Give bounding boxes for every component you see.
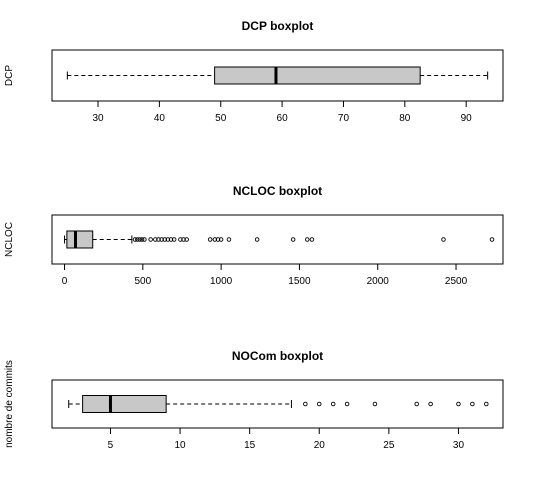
outlier-point	[470, 401, 475, 407]
x-tick-label: 2000	[367, 276, 390, 287]
outlier-point	[428, 401, 433, 407]
outlier-point	[137, 237, 142, 242]
outlier-point	[139, 237, 145, 242]
x-tick-label: 30	[453, 440, 465, 451]
outlier-point	[142, 237, 147, 242]
x-tick-label: 80	[399, 113, 411, 124]
iqr-box	[66, 230, 94, 249]
chart-title: NCLOC boxplot	[233, 184, 322, 198]
x-tick-label: 5	[108, 440, 114, 451]
outlier-point	[441, 237, 446, 242]
plot-frame	[51, 379, 504, 429]
x-tick-label: 1000	[210, 276, 233, 287]
outlier-point	[489, 237, 495, 242]
outlier-point	[148, 237, 153, 242]
chart-title: NOCom boxplot	[232, 349, 323, 363]
outlier-point	[344, 401, 350, 407]
x-tick-label: 20	[314, 440, 326, 451]
plot-frame	[51, 214, 504, 265]
outlier-point	[168, 237, 174, 242]
outlier-point	[178, 237, 183, 242]
iqr-box	[214, 66, 421, 85]
x-tick-label: 2500	[445, 276, 468, 287]
plot-frame	[51, 49, 504, 102]
outlier-point	[414, 401, 419, 407]
outlier-point	[215, 237, 221, 242]
outlier-point	[184, 237, 189, 242]
x-tick-label: 90	[461, 113, 473, 124]
y-axis-label: DCP	[4, 65, 15, 86]
outlier-point	[456, 401, 461, 407]
x-tick-label: 25	[383, 440, 395, 451]
outlier-point	[372, 401, 378, 407]
outlier-point	[156, 237, 161, 242]
outlier-point	[181, 237, 186, 242]
outlier-point	[484, 401, 489, 407]
chart-title: DCP boxplot	[242, 19, 314, 33]
outlier-point	[132, 237, 138, 242]
outlier-point	[171, 237, 177, 242]
outlier-point	[254, 237, 260, 242]
x-tick-label: 70	[338, 113, 350, 124]
outlier-point	[153, 237, 158, 242]
outlier-point	[309, 237, 315, 242]
outlier-point	[218, 237, 224, 242]
x-tick-label: 500	[134, 276, 151, 287]
x-tick-label: 15	[244, 440, 256, 451]
outlier-point	[135, 237, 140, 242]
iqr-box	[82, 395, 167, 413]
y-axis-label: NCLOC	[4, 222, 15, 257]
outlier-point	[159, 237, 164, 242]
y-axis-label: nombre de commits	[4, 360, 15, 448]
x-tick-label: 60	[277, 113, 289, 124]
outlier-point	[226, 237, 232, 242]
x-tick-label: 40	[154, 113, 166, 124]
x-tick-label: 50	[215, 113, 227, 124]
outlier-point	[290, 237, 296, 242]
outlier-point	[330, 401, 336, 407]
outlier-point	[207, 237, 213, 242]
outlier-point	[317, 401, 322, 407]
outlier-point	[165, 237, 171, 242]
x-tick-label: 30	[92, 113, 104, 124]
x-tick-label: 0	[62, 276, 68, 287]
outlier-point	[305, 237, 310, 242]
x-tick-label: 10	[174, 440, 186, 451]
x-tick-label: 1500	[288, 276, 311, 287]
outlier-point	[162, 237, 167, 242]
outlier-point	[212, 237, 218, 242]
outlier-point	[303, 401, 308, 407]
